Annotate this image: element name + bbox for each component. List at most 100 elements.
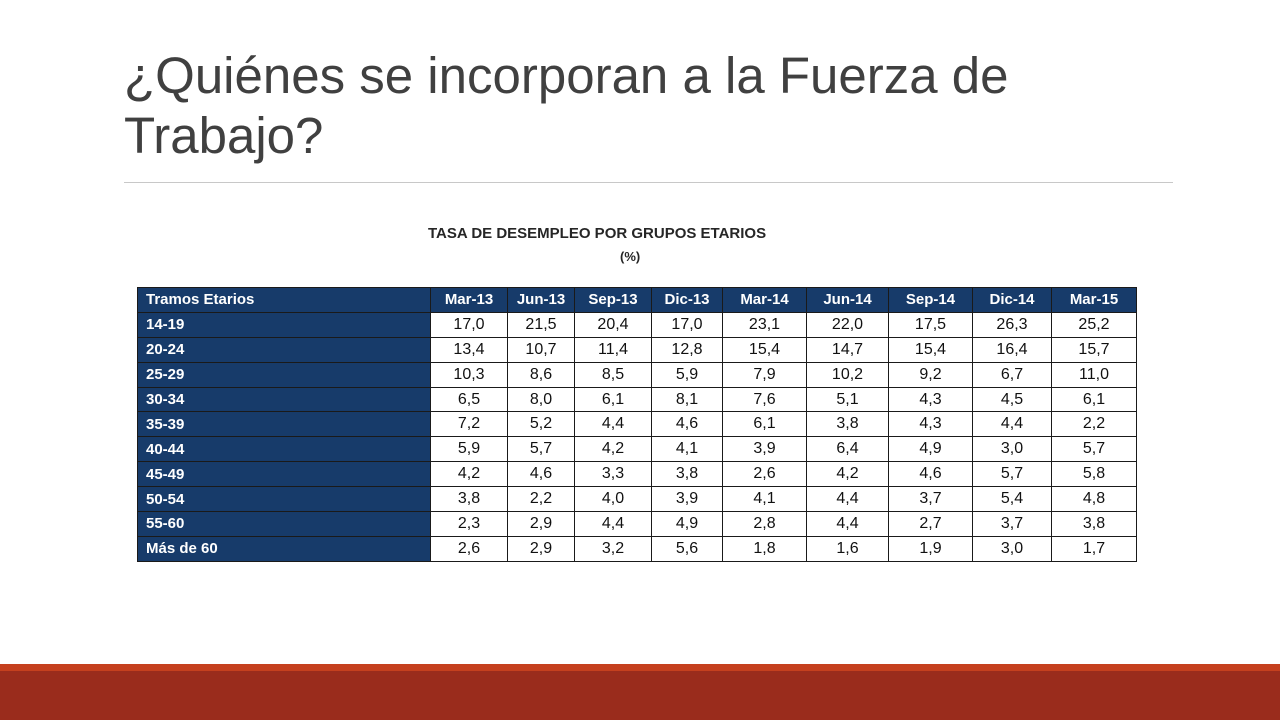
footer-bar: [0, 671, 1280, 720]
table-cell: 10,3: [430, 361, 508, 388]
column-header: Dic-13: [651, 287, 723, 313]
table-cell: 21,5: [507, 311, 575, 338]
table-cell: 20,4: [574, 311, 652, 338]
column-header: Mar-14: [722, 287, 807, 313]
table-cell: 2,9: [507, 535, 575, 562]
table-cell: 11,4: [574, 336, 652, 363]
row-label: 25-29: [137, 361, 431, 388]
table-row: 30-34 6,5 8,0 6,1 8,1 7,6 5,1 4,3 4,5 6,1: [137, 386, 1137, 413]
table-cell: 3,8: [806, 411, 889, 438]
table-row: 20-24 13,4 10,7 11,4 12,8 15,4 14,7 15,4 16,4 15,…: [137, 336, 1137, 363]
table-cell: 4,4: [574, 511, 652, 537]
table-cell: 15,4: [888, 336, 973, 363]
table-cell: 15,7: [1051, 336, 1137, 363]
table-cell: 4,0: [574, 486, 652, 513]
column-header: Sep-13: [574, 287, 652, 313]
table-cell: 1,8: [722, 535, 807, 562]
table-cell: 4,2: [430, 461, 508, 488]
table-cell: 22,0: [806, 311, 889, 338]
row-label: Más de 60: [137, 535, 431, 562]
table-cell: 16,4: [972, 336, 1052, 363]
table-body: 14-19 17,0 21,5 20,4 17,0 23,1 22,0 17,5 26,3 25,…: [137, 311, 1137, 562]
table-row: 35-39 7,2 5,2 4,4 4,6 6,1 3,8 4,3 4,4 2,2: [137, 411, 1137, 438]
table-cell: 5,6: [651, 535, 723, 562]
table-cell: 17,0: [430, 311, 508, 338]
table-cell: 5,8: [1051, 461, 1137, 488]
table-cell: 3,9: [651, 486, 723, 513]
table-row: 25-29 10,3 8,6 8,5 5,9 7,9 10,2 9,2 6,7 11,0: [137, 361, 1137, 388]
row-label: 30-34: [137, 386, 431, 413]
table-cell: 6,1: [1051, 386, 1137, 413]
column-header-tramos: Tramos Etarios: [137, 287, 431, 313]
table-cell: 7,9: [722, 361, 807, 388]
table-cell: 4,9: [888, 436, 973, 463]
table-cell: 5,7: [972, 461, 1052, 488]
table-cell: 26,3: [972, 311, 1052, 338]
table-cell: 5,2: [507, 411, 575, 438]
row-label: 45-49: [137, 461, 431, 488]
table-cell: 4,4: [806, 486, 889, 513]
table-row: 50-54 3,8 2,2 4,0 3,9 4,1 4,4 3,7 5,4 4,8: [137, 486, 1137, 513]
table-cell: 8,5: [574, 361, 652, 388]
table-cell: 10,2: [806, 361, 889, 388]
table-cell: 2,2: [1051, 411, 1137, 438]
table-cell: 3,7: [888, 486, 973, 513]
row-label: 55-60: [137, 511, 431, 537]
table-row: 55-60 2,3 2,9 4,4 4,9 2,8 4,4 2,7 3,7 3,8: [137, 511, 1137, 537]
table-cell: 3,2: [574, 535, 652, 562]
table-cell: 2,9: [507, 511, 575, 537]
table-cell: 4,2: [806, 461, 889, 488]
table-cell: 4,6: [507, 461, 575, 488]
table-cell: 2,7: [888, 511, 973, 537]
table-cell: 5,4: [972, 486, 1052, 513]
slide-title: ¿Quiénes se incorporan a la Fuerza de Tr…: [124, 47, 1009, 164]
table-cell: 4,1: [651, 436, 723, 463]
table-cell: 4,3: [888, 386, 973, 413]
table-cell: 4,4: [574, 411, 652, 438]
column-header: Mar-15: [1051, 287, 1137, 313]
table-cell: 2,3: [430, 511, 508, 537]
table-cell: 10,7: [507, 336, 575, 363]
table-cell: 14,7: [806, 336, 889, 363]
table-cell: 4,3: [888, 411, 973, 438]
table-cell: 5,9: [651, 361, 723, 388]
table-cell: 4,4: [806, 511, 889, 537]
table-cell: 6,1: [722, 411, 807, 438]
table-cell: 6,7: [972, 361, 1052, 388]
table-cell: 12,8: [651, 336, 723, 363]
table-cell: 4,5: [972, 386, 1052, 413]
table-row: Más de 60 2,6 2,9 3,2 5,6 1,8 1,6 1,9 3,0 1,7: [137, 535, 1137, 562]
footer-accent-bar: [0, 664, 1280, 671]
table-heading: TASA DE DESEMPLEO POR GRUPOS ETARIOS: [428, 225, 767, 242]
table-cell: 5,9: [430, 436, 508, 463]
table-cell: 3,7: [972, 511, 1052, 537]
table-cell: 7,2: [430, 411, 508, 438]
row-label: 20-24: [137, 336, 431, 363]
title-divider: [124, 182, 1173, 183]
column-header: Sep-14: [888, 287, 973, 313]
table-cell: 8,6: [507, 361, 575, 388]
table-cell: 3,0: [972, 436, 1052, 463]
table-cell: 4,9: [651, 511, 723, 537]
table-cell: 4,6: [888, 461, 973, 488]
table-cell: 9,2: [888, 361, 973, 388]
table-cell: 5,7: [507, 436, 575, 463]
table-cell: 17,5: [888, 311, 973, 338]
table-cell: 5,1: [806, 386, 889, 413]
table-cell: 6,1: [574, 386, 652, 413]
table-cell: 2,8: [722, 511, 807, 537]
table-cell: 1,7: [1051, 535, 1137, 562]
table-cell: 3,9: [722, 436, 807, 463]
table-cell: 6,5: [430, 386, 508, 413]
column-header: Dic-14: [972, 287, 1052, 313]
table-cell: 7,6: [722, 386, 807, 413]
column-header: Mar-13: [430, 287, 508, 313]
table-row: 45-49 4,2 4,6 3,3 3,8 2,6 4,2 4,6 5,7 5,8: [137, 461, 1137, 488]
table-cell: 5,7: [1051, 436, 1137, 463]
table-cell: 13,4: [430, 336, 508, 363]
table-cell: 17,0: [651, 311, 723, 338]
table-cell: 25,2: [1051, 311, 1137, 338]
table-cell: 3,0: [972, 535, 1052, 562]
table-cell: 3,8: [651, 461, 723, 488]
table-cell: 8,0: [507, 386, 575, 413]
